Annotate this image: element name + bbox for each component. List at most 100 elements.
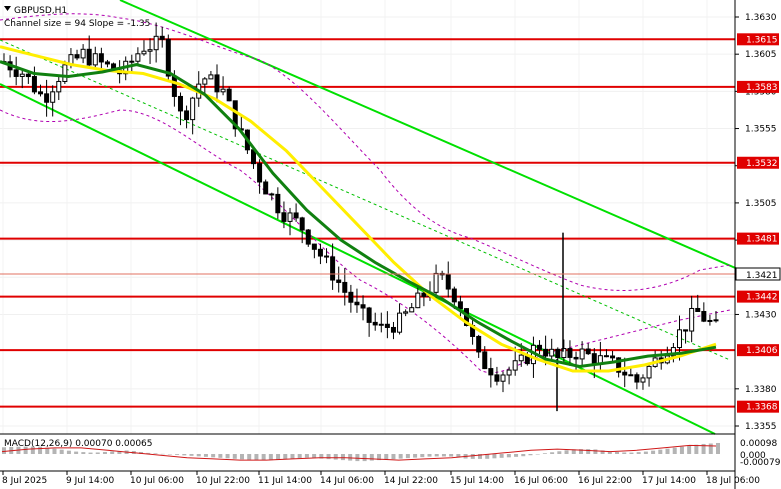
macd-bar	[506, 454, 511, 458]
macd-bar	[117, 450, 122, 454]
macd-bar	[326, 454, 331, 460]
candle-body	[372, 321, 378, 326]
candle-body	[104, 61, 110, 65]
macd-bar	[651, 450, 656, 454]
candle-body	[384, 323, 390, 328]
level-label: 1.3532	[746, 159, 778, 169]
candle-body	[476, 335, 482, 353]
level-badge	[737, 80, 779, 93]
candle-body	[603, 355, 609, 358]
macd-bar	[687, 445, 692, 454]
channel-lower-line	[0, 83, 716, 435]
level-badge	[737, 344, 779, 357]
macd-bar	[175, 454, 180, 455]
macd-bar	[369, 454, 374, 461]
y-tick-label: 1.3430	[745, 310, 777, 320]
macd-tick-zero: 0.000	[740, 451, 766, 461]
candle-body	[561, 348, 567, 359]
macd-bar	[615, 451, 620, 454]
candle-body	[62, 64, 68, 82]
macd-bar	[95, 452, 100, 454]
candle-body	[50, 91, 56, 103]
macd-bar	[441, 454, 446, 457]
macd-bar	[211, 454, 216, 458]
macd-bar	[319, 454, 324, 459]
candle-body	[567, 348, 573, 358]
macd-bar	[74, 451, 79, 454]
candle-body	[451, 288, 457, 303]
channel-info-label: Channel size = 94 Slope = -1.35	[4, 19, 150, 29]
macd-bar	[340, 454, 345, 461]
macd-bar	[708, 443, 713, 454]
candle-body	[80, 48, 86, 59]
macd-bar	[297, 454, 302, 459]
x-tick-label: 15 Jul 14:00	[450, 476, 504, 486]
macd-bar	[716, 442, 720, 454]
y-tick-label: 1.3555	[745, 125, 777, 135]
candle-body	[403, 311, 409, 314]
candle-body	[31, 76, 37, 93]
candle-body	[494, 374, 500, 382]
candle-body	[214, 74, 220, 93]
macd-bar	[377, 454, 382, 461]
candle-body	[354, 301, 360, 306]
candle-body	[591, 353, 597, 365]
candle-body	[585, 348, 591, 355]
macd-bar	[247, 454, 252, 460]
macd-bar	[694, 444, 699, 454]
candle-body	[701, 310, 707, 322]
macd-bar	[38, 446, 43, 454]
chart-symbol-title: GBPUSD,H1	[14, 6, 67, 16]
x-tick-label: 10 Jul 22:00	[196, 476, 250, 486]
candle-body	[342, 281, 348, 293]
macd-bar	[521, 454, 526, 457]
macd-bar	[276, 454, 281, 460]
level-label: 1.3481	[746, 235, 778, 245]
macd-bar	[355, 454, 360, 462]
candle-body	[518, 354, 524, 362]
macd-bar	[261, 454, 266, 461]
candle-body	[56, 80, 62, 93]
candle-body	[287, 212, 293, 222]
macd-bar	[362, 454, 367, 462]
level-badge	[737, 290, 779, 303]
candle-body	[98, 53, 104, 63]
candle-body	[421, 292, 427, 297]
trend-channel	[0, 0, 741, 435]
candle-body	[683, 329, 689, 332]
macd-bar	[658, 449, 663, 454]
candle-body	[695, 307, 701, 312]
candle-body	[646, 365, 652, 379]
moving-average-slow	[0, 60, 717, 369]
candle-body	[482, 351, 488, 370]
channel-mid-line	[0, 39, 731, 361]
candle-body	[348, 291, 354, 303]
macd-bar	[564, 450, 569, 454]
price-envelope	[0, 13, 731, 374]
candle-body	[220, 88, 226, 93]
x-tick-label: 14 Jul 22:00	[384, 476, 438, 486]
macd-bar	[52, 448, 57, 454]
y-tick-label: 1.3355	[745, 422, 777, 432]
candle-body	[275, 193, 281, 214]
macd-bar	[478, 454, 482, 459]
macd-bar	[153, 453, 158, 454]
candle-body	[506, 369, 512, 376]
macd-bar	[268, 454, 273, 461]
candle-body	[622, 371, 628, 376]
macd-bar	[434, 454, 439, 457]
candle-body	[330, 256, 336, 281]
candle-body	[610, 355, 616, 359]
current-price-label: 1.3421	[746, 271, 778, 281]
macd-bar	[196, 454, 201, 457]
level-badge	[737, 33, 779, 46]
x-tick-label: 10 Jul 06:00	[130, 476, 184, 486]
candle-body	[202, 78, 208, 85]
macd-bar	[542, 453, 547, 454]
macd-bar	[578, 449, 583, 454]
macd-bar	[600, 450, 605, 454]
candle-body	[129, 60, 135, 63]
dropdown-arrow-icon[interactable]	[4, 6, 11, 11]
macd-bar	[59, 449, 64, 454]
